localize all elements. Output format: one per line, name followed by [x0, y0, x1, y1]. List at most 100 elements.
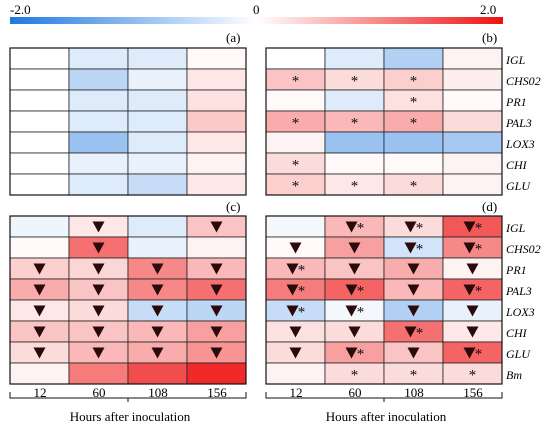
down-triangle-marker	[407, 305, 420, 317]
down-triangle-marker	[348, 263, 361, 275]
heatmap-cell-c-bm-108	[127, 362, 188, 385]
x-axis-bracket	[265, 392, 503, 402]
significance-star: *	[298, 263, 306, 279]
significance-star: *	[469, 368, 477, 384]
down-triangle-marker	[407, 263, 420, 275]
significance-star: *	[357, 305, 365, 321]
panel-label-d: (d)	[482, 199, 498, 214]
down-triangle-marker	[210, 221, 223, 233]
significance-star: *	[475, 221, 483, 237]
significance-star: *	[357, 347, 365, 363]
down-triangle-marker	[345, 305, 358, 317]
down-triangle-marker	[289, 326, 302, 338]
colorbar	[10, 17, 503, 24]
heatmap-cell-a-pr1-60	[68, 89, 129, 112]
down-triangle-marker	[463, 284, 476, 296]
heatmap-cell-a-pr1-156	[186, 89, 247, 112]
down-triangle-marker	[463, 242, 476, 254]
x-axis-bracket	[9, 392, 247, 402]
significance-star: *	[416, 242, 424, 258]
down-triangle-marker	[286, 284, 299, 296]
heatmap-cell-a-chs02-156	[186, 68, 247, 91]
significance-star: *	[298, 284, 306, 300]
colorbar-max-label: 2.0	[480, 2, 497, 17]
heatmap-cell-d-bm-12	[265, 362, 326, 385]
heatmap-cell-b-lox3-108	[383, 131, 444, 154]
heatmap-cell-a-igl-108	[127, 47, 188, 70]
heatmap-cell-b-pal3-156	[442, 110, 503, 133]
gene-label-bottom-chi: CHI	[506, 326, 527, 340]
down-triangle-marker	[345, 221, 358, 233]
down-triangle-marker	[92, 263, 105, 275]
heatmap-cell-b-chi-108	[383, 152, 444, 175]
panel-frame	[9, 47, 247, 196]
down-triangle-marker	[210, 347, 223, 359]
gene-label-top-glu: GLU	[506, 179, 531, 193]
heatmap-cell-a-chi-156	[186, 152, 247, 175]
gene-label-top-pal3: PAL3	[506, 116, 532, 130]
heatmap-cell-b-lox3-12	[265, 131, 326, 154]
gene-label-bottom-chs02: CHS02	[506, 242, 541, 256]
heatmap-cell-c-igl-12	[9, 215, 70, 238]
gene-label-bottom-bm: Bm	[506, 368, 522, 382]
significance-star: *	[298, 305, 306, 321]
down-triangle-marker	[404, 221, 417, 233]
significance-star: *	[351, 368, 359, 384]
gene-label-top-pr1: PR1	[506, 95, 527, 109]
xtick-right-156: 156	[463, 385, 483, 400]
down-triangle-marker	[210, 305, 223, 317]
xtick-left-12: 12	[33, 385, 47, 400]
significance-star: *	[410, 95, 418, 111]
panel-frame	[265, 47, 503, 196]
down-triangle-marker	[92, 326, 105, 338]
heatmap-cell-a-lox3-156	[186, 131, 247, 154]
heatmap-cell-b-glu-156	[442, 173, 503, 196]
gene-label-bottom-lox3: LOX3	[506, 305, 535, 319]
heatmap-cell-b-pr1-12	[265, 89, 326, 112]
heatmap-cell-a-chi-108	[127, 152, 188, 175]
gene-label-bottom-igl: IGL	[506, 221, 526, 235]
heatmap-cell-d-igl-12	[265, 215, 326, 238]
xtick-right-12: 12	[289, 385, 303, 400]
significance-star: *	[351, 116, 359, 132]
significance-star: *	[410, 368, 418, 384]
heatmap-cell-a-igl-60	[68, 47, 129, 70]
panel-label-c: (c)	[226, 199, 241, 214]
heatmap-cell-c-bm-12	[9, 362, 70, 385]
heatmap-cell-a-igl-156	[186, 47, 247, 70]
down-triangle-marker	[289, 347, 302, 359]
heatmap-cell-a-glu-156	[186, 173, 247, 196]
significance-star: *	[292, 74, 300, 90]
down-triangle-marker	[210, 263, 223, 275]
down-triangle-marker	[92, 221, 105, 233]
down-triangle-marker	[345, 347, 358, 359]
down-triangle-marker	[407, 347, 420, 359]
heatmap-cell-a-chs02-60	[68, 68, 129, 91]
gene-label-bottom-glu: GLU	[506, 347, 531, 361]
down-triangle-marker	[466, 326, 479, 338]
gene-label-top-chi: CHI	[506, 158, 527, 172]
x-axis-label-left: Hours after inoculation	[69, 409, 191, 424]
heatmap-cell-b-igl-60	[324, 47, 385, 70]
significance-star: *	[357, 284, 365, 300]
heatmap-cell-b-chi-156	[442, 152, 503, 175]
panel-label-a: (a)	[226, 30, 241, 45]
significance-star: *	[351, 179, 359, 195]
down-triangle-marker	[286, 263, 299, 275]
heatmap-cell-b-igl-156	[442, 47, 503, 70]
down-triangle-marker	[289, 242, 302, 254]
heatmap-cell-a-pr1-12	[9, 89, 70, 112]
heatmap-cell-c-chs02-156	[186, 236, 247, 259]
panel-frame	[265, 215, 503, 385]
heatmap-cell-a-pal3-12	[9, 110, 70, 133]
down-triangle-marker	[92, 284, 105, 296]
down-triangle-marker	[33, 263, 46, 275]
down-triangle-marker	[463, 221, 476, 233]
significance-star: *	[410, 74, 418, 90]
significance-star: *	[351, 74, 359, 90]
x-axis-label-right: Hours after inoculation	[325, 409, 447, 424]
significance-star: *	[410, 179, 418, 195]
down-triangle-marker	[348, 242, 361, 254]
colorbar-min-label: -2.0	[10, 2, 31, 17]
